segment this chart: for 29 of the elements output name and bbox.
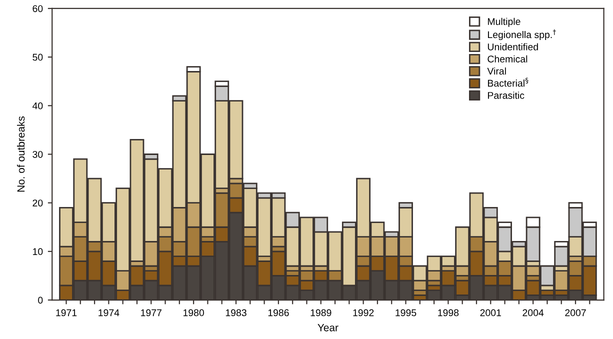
x-tick-label: 2001 [480, 309, 501, 316]
x-tick-label: 1974 [98, 309, 120, 316]
x-tick-label: 1995 [396, 309, 416, 316]
y-axis-title: No. of outbreaks [17, 116, 25, 192]
x-axis-title: Year [318, 324, 338, 332]
y-tick-label: 0 [38, 296, 43, 304]
x-tick-label: 1992 [353, 309, 374, 316]
x-tick-label: 1980 [183, 309, 204, 316]
x-tick-label: 1998 [438, 309, 459, 316]
x-tick-label: 1986 [268, 309, 289, 316]
x-tick-label: 1983 [226, 309, 246, 316]
y-tick-label: 10 [33, 248, 43, 256]
y-tick-label: 60 [32, 5, 43, 12]
y-tick-label: 50 [32, 54, 43, 61]
legend-label: Multiple [488, 18, 520, 27]
legend-label: Legionella spp.$^{†}$ [488, 29, 556, 40]
y-tick-label: 20 [32, 200, 43, 206]
legend-label: Viral [487, 67, 506, 75]
legend-label: Chemical [488, 55, 528, 62]
x-tick-label: 1971 [56, 309, 77, 316]
legend-label: Parasitic [488, 92, 524, 99]
legend-label: Unidentified [488, 43, 538, 50]
x-tick-label: 2004 [522, 309, 544, 316]
y-tick-label: 30 [32, 150, 43, 158]
x-tick-label: 1977 [141, 309, 162, 316]
legend-label: Bacterial$^{§}$ [488, 78, 528, 87]
x-tick-label: 1989 [310, 309, 332, 316]
y-tick-label: 40 [32, 102, 43, 110]
x-tick-label: 2007 [565, 309, 586, 316]
